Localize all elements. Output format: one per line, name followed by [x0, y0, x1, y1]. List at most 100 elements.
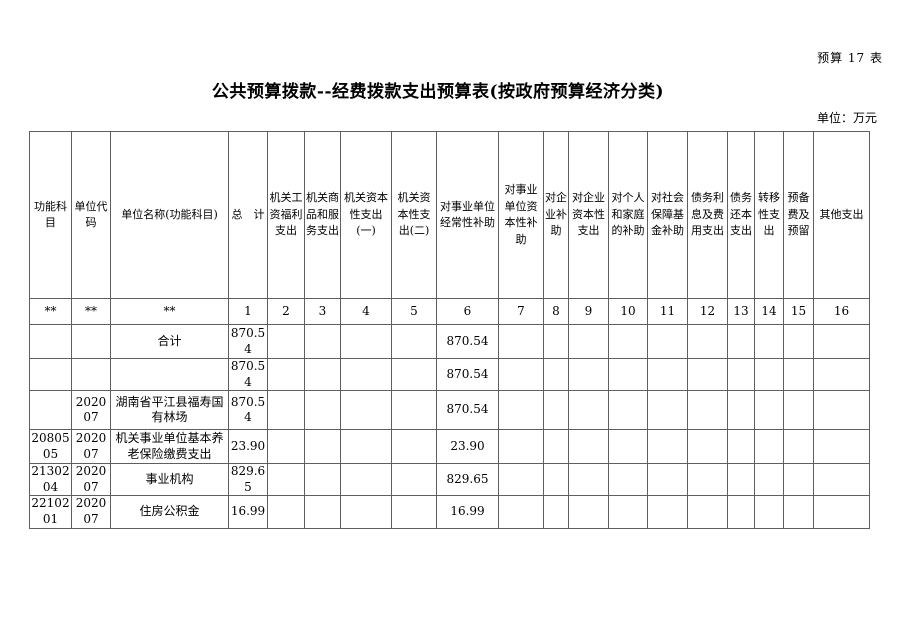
value-cell [304, 357, 341, 392]
value-cell [647, 463, 688, 497]
value-cell [687, 463, 728, 497]
column-index-cell: 2 [267, 298, 305, 325]
value-cell [267, 324, 305, 359]
value-cell [727, 495, 755, 529]
column-index-cell: 16 [813, 298, 870, 325]
column-index-cell: 15 [783, 298, 814, 325]
value-cell [813, 463, 870, 497]
value-cell [391, 495, 437, 529]
value-cell [340, 324, 392, 359]
unit-code-cell: 202007 [71, 495, 111, 529]
column-header: 债务利息及费用支出 [687, 131, 728, 299]
value-cell [340, 390, 392, 431]
table-row: 870.54 870.54 [29, 357, 870, 392]
value-cell [754, 463, 784, 497]
column-header: 功能科目 [29, 131, 72, 299]
value-cell [340, 357, 392, 392]
value-cell [608, 390, 648, 431]
value-cell [608, 357, 648, 392]
value-cell [813, 429, 870, 465]
column-index-cell: ** [110, 298, 229, 325]
column-index-cell: 13 [727, 298, 755, 325]
func-code-cell: 2130204 [29, 463, 72, 497]
value-cell [647, 495, 688, 529]
column-header: 债务还本支出 [727, 131, 755, 299]
value-cell [543, 324, 569, 359]
total-cell: 870.54 [228, 390, 268, 431]
total-cell: 23.90 [228, 429, 268, 465]
unit-note: 单位：万元 [816, 111, 877, 125]
value-cell [568, 390, 609, 431]
unit-code-cell: 202007 [71, 429, 111, 465]
value-cell [727, 357, 755, 392]
table-row: 2130204 202007 事业机构 829.65 829.65 [29, 463, 870, 497]
value-cell [687, 429, 728, 465]
column-header: 转移性支出 [754, 131, 784, 299]
value-cell [687, 357, 728, 392]
value-cell [813, 324, 870, 359]
value-cell [267, 463, 305, 497]
column-index-cell: 9 [568, 298, 609, 325]
value-cell [727, 390, 755, 431]
subsidy-cell: 870.54 [436, 390, 499, 431]
value-cell [391, 324, 437, 359]
table-row: 2080505 202007 机关事业单位基本养老保险缴费支出 23.90 23.90 [29, 429, 870, 465]
value-cell [568, 357, 609, 392]
value-cell [498, 357, 544, 392]
unit-name-cell [110, 357, 229, 392]
value-cell [304, 429, 341, 465]
value-cell [304, 463, 341, 497]
page-title: 公共预算拨款--经费拨款支出预算表(按政府预算经济分类) [211, 82, 665, 102]
unit-code-cell [71, 324, 111, 359]
value-cell [543, 390, 569, 431]
value-cell [267, 390, 305, 431]
unit-name-cell: 合计 [110, 324, 229, 359]
value-cell [813, 390, 870, 431]
value-cell [543, 357, 569, 392]
column-header: 对社会保障基金补助 [647, 131, 688, 299]
value-cell [608, 429, 648, 465]
column-header: 单位代码 [71, 131, 111, 299]
column-header: 对企业资本性支出 [568, 131, 609, 299]
func-code-cell: 2210201 [29, 495, 72, 529]
value-cell [783, 390, 814, 431]
column-index-cell: 1 [228, 298, 268, 325]
value-cell [727, 463, 755, 497]
value-cell [608, 324, 648, 359]
value-cell [754, 324, 784, 359]
budget-table: 功能科目 单位代码 单位名称(功能科目) 总 计机关工资福利支出 机关商品和服务支出 机关… [29, 131, 870, 529]
value-cell [340, 429, 392, 465]
table-row: 合计 870.54 870.54 [29, 324, 870, 359]
subsidy-cell: 23.90 [436, 429, 499, 465]
value-cell [391, 429, 437, 465]
value-cell [498, 463, 544, 497]
column-index-cell: ** [71, 298, 111, 325]
column-index-cell: 11 [647, 298, 688, 325]
column-header: 预备费及预留 [783, 131, 814, 299]
total-cell: 16.99 [228, 495, 268, 529]
subsidy-cell: 16.99 [436, 495, 499, 529]
table-row: 202007 湖南省平江县福寿国有林场 870.54 870.54 [29, 390, 870, 431]
unit-name-cell: 住房公积金 [110, 495, 229, 529]
column-index-cell: ** [29, 298, 72, 325]
value-cell [543, 495, 569, 529]
column-header: 对事业单位经常性补助 [436, 131, 499, 299]
unit-code-cell [71, 357, 111, 392]
value-cell [754, 429, 784, 465]
value-cell [568, 463, 609, 497]
column-index-cell: 14 [754, 298, 784, 325]
value-cell [687, 324, 728, 359]
subsidy-cell: 870.54 [436, 324, 499, 359]
column-index-cell: 10 [608, 298, 648, 325]
total-cell: 870.54 [228, 357, 268, 392]
value-cell [543, 463, 569, 497]
column-header: 机关资本性支出(一) [340, 131, 392, 299]
value-cell [568, 429, 609, 465]
table-row: 2210201 202007 住房公积金 16.99 16.99 [29, 495, 870, 529]
unit-name-cell: 湖南省平江县福寿国有林场 [110, 390, 229, 431]
value-cell [754, 390, 784, 431]
value-cell [754, 357, 784, 392]
value-cell [647, 390, 688, 431]
column-header: 对个人和家庭的补助 [608, 131, 648, 299]
column-header: 机关商品和服务支出 [304, 131, 341, 299]
